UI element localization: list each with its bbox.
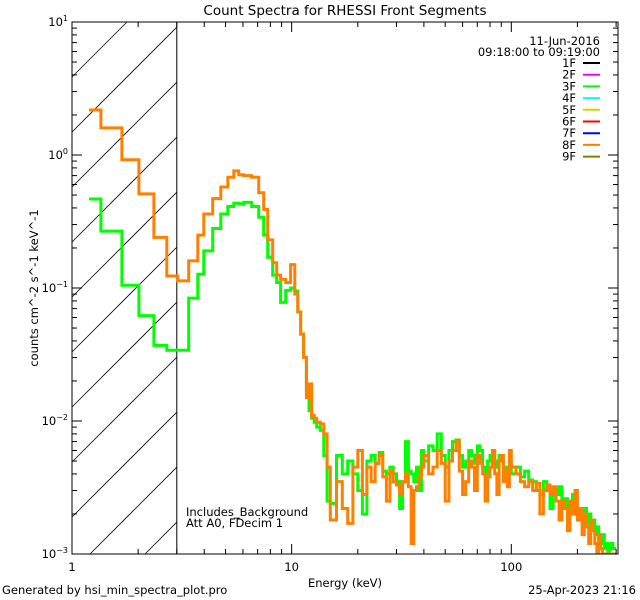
hatch-line [71,136,178,243]
footer-timestamp: 25-Apr-2023 21:16 [528,583,636,597]
legend-label-1F: 1F [562,56,576,70]
y-axis-label: counts cm^-2 s^-1 keV^-1 [27,209,41,366]
time-range-label: 09:18:00 to 09:19:00 [478,45,600,59]
x-tick-label: 100 [500,560,522,574]
x-axis-label: Energy (keV) [308,576,382,590]
y-tick-label: 100 [48,147,68,162]
hatched-region [71,21,178,555]
legend-label-8F: 8F [562,138,576,152]
date-label: 11-Jun-2016 [529,34,600,48]
y-tick-label: 10−3 [42,546,68,561]
hatch-line [71,191,178,298]
legend-label-9F: 9F [562,150,576,164]
annotation-attenuator: Att A0, FDecim 1 [186,516,283,530]
legend-label-2F: 2F [562,68,576,82]
hatch-line [89,466,178,555]
axes: 1 10 100 101 100 10−1 10−2 10−3 [42,14,619,574]
y-tick-label: 10−1 [42,280,68,295]
hatch-line [71,81,178,188]
hatch-line [144,521,178,555]
hatch-line [71,411,178,518]
y-tick-label: 10−2 [42,413,68,428]
x-tick-label: 10 [284,560,299,574]
annotation-background: Includes_Background [186,505,308,519]
legend-label-4F: 4F [562,91,576,105]
chart-title: Count Spectra for RHESSI Front Segments [203,3,486,19]
hatch-line [71,356,178,463]
footer-generated-by: Generated by hsi_min_spectra_plot.pro [2,583,227,597]
y-tick-label: 101 [48,14,68,29]
hatch-line [71,26,178,133]
series-group [89,108,617,554]
legend-label-3F: 3F [562,79,576,93]
hatch-line [71,21,128,78]
legend-label-5F: 5F [562,103,576,117]
x-tick-label: 1 [68,560,75,574]
legend-label-7F: 7F [562,126,576,140]
hatch-line [71,246,178,353]
hatch-line [71,301,178,408]
legend-label-6F: 6F [562,115,576,129]
series-8F [89,108,617,554]
